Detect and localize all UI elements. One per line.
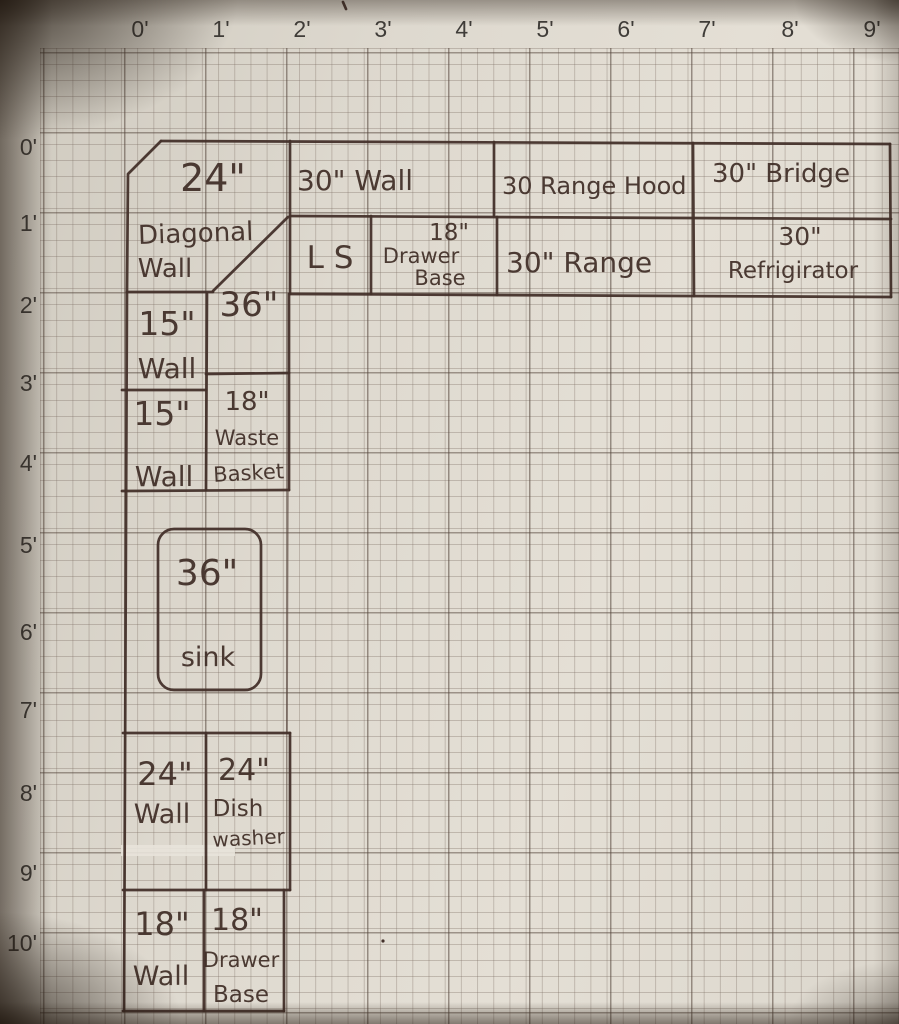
upper-run-bottom-line [288,292,893,299]
drawer-base-lower-label-line1: Drawer [203,948,280,972]
wall-24-name-label: Wall [134,799,191,830]
wall-15-lower-size-label: 15" [133,394,190,433]
corner-cabinet-label-line1: Diagonal [138,217,254,251]
upper-run-right-line [888,142,893,299]
lazy-susan-label: L S [307,240,354,276]
drawer-base-lower-size-label: 18" [211,903,263,938]
refrigerator-size-label: 30" [778,222,821,251]
wall-18-size-label: 18" [134,905,189,943]
corner-cabinet-size-label: 24" [180,156,246,200]
dishwasher-size-label: 24" [218,753,270,788]
waste-basket-label-line1: Waste [215,426,279,450]
wall-24-size-label: 24" [137,755,192,793]
stray-pen-dot [381,939,385,943]
drawer-base-18-size-label: 18" [429,220,469,246]
wall-18-name-label: Wall [133,961,190,992]
drawer-base-lower-label-line2: Base [213,982,269,1008]
wall-15-upper-name-label: Wall [138,352,197,385]
refrigerator-name-label: Refrigirator [728,258,859,284]
left-run-right-line-middle [286,489,289,734]
sink-size-label: 36" [176,553,238,594]
drawer-base-18-label-line2: Base [414,266,465,290]
wall-cabinet-30-label: 30" Wall [297,164,413,197]
dishwasher-label-line1: Dish [213,796,264,822]
waste-basket-size-label: 18" [224,387,269,417]
stray-pen-mark [341,0,348,11]
wall-15-lower-name-label: Wall [135,460,194,493]
waste-basket-top-line [204,371,291,376]
left-run-wall-line [122,290,129,1013]
sink-name-label: sink [181,642,236,673]
wall-15-upper-size-label: 15" [138,304,195,343]
range-label: 30" Range [506,246,652,279]
waste-basket-label-line2: Basket [213,459,285,487]
upper-run-top-line [159,139,892,146]
hood-bridge-divider [691,141,696,298]
corner-cabinet-label-line2: Wall [138,254,192,284]
dishwasher-label-line2: washer [212,824,286,852]
range-hood-label: 30 Range Hood [502,172,687,200]
bridge-label: 30" Bridge [712,159,850,189]
wall-waste-divider [204,292,209,492]
drawer-base-18-label-line1: Drawer [383,244,460,268]
corner-cabinet-36-label: 36" [220,285,279,325]
upper-run-row-divider [288,214,893,221]
